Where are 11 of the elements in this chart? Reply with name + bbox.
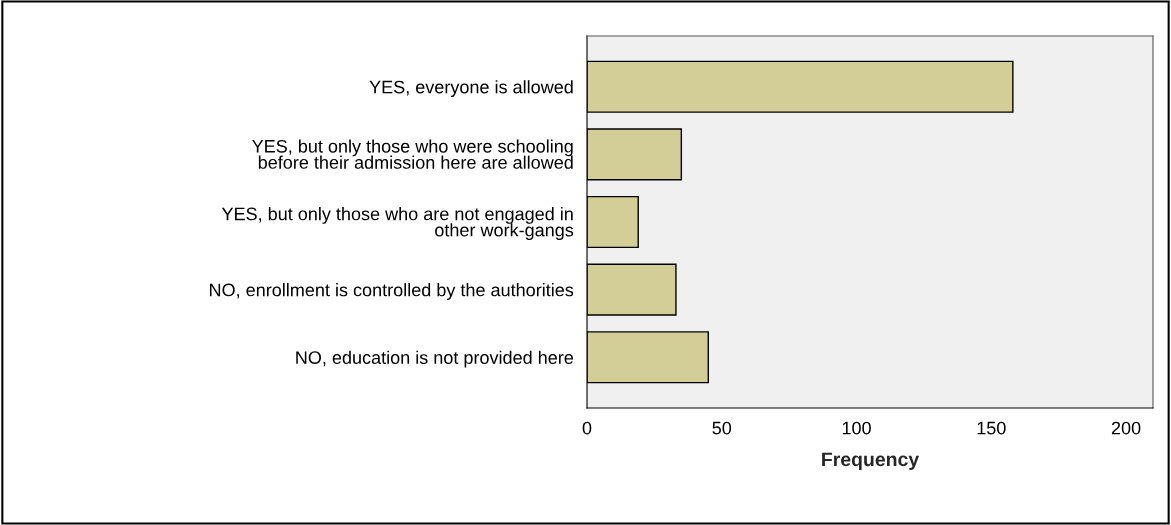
y-tick-label: YES, but only those who were schooling before their admission here are allowed xyxy=(252,139,573,169)
y-tick-label: NO, education is not provided here xyxy=(296,350,574,368)
x-tick-label: 200 xyxy=(1111,421,1141,435)
x-tick-label: 150 xyxy=(977,421,1006,435)
y-tick-label: NO, enrollment is controlled by the authorities xyxy=(210,283,574,300)
y-tick-label: YES, but only those who are not engaged in other work-gangs xyxy=(221,207,574,241)
x-tick-label: 0 xyxy=(582,421,592,435)
y-tick-label: YES, everyone is allowed xyxy=(369,80,573,98)
x-axis-title: Frequency xyxy=(822,452,920,471)
x-tick-label: 100 xyxy=(842,421,871,435)
x-tick-label: 50 xyxy=(712,421,732,435)
